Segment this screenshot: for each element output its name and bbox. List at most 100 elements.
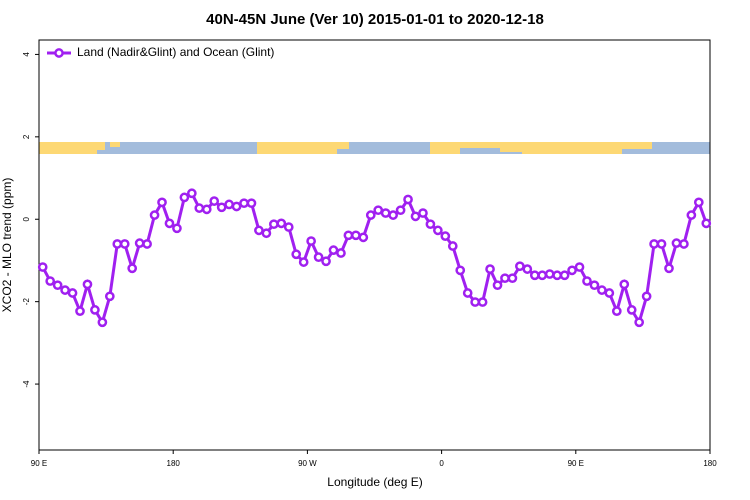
point (127, 263, 138, 274)
point (313, 252, 324, 263)
point (67, 288, 78, 298)
y-tick-label: -4 (22, 380, 31, 388)
point (611, 306, 622, 316)
point (60, 285, 70, 295)
point (500, 273, 510, 284)
point (679, 239, 689, 249)
point (671, 238, 682, 248)
point (306, 236, 316, 246)
plot-frame (38, 39, 711, 451)
point (619, 279, 630, 290)
point (45, 276, 56, 286)
point (231, 201, 242, 212)
point (559, 270, 570, 281)
legend-label: Land (Nadir&Glint) and Ocean (Glint) (77, 45, 274, 59)
point (403, 194, 413, 205)
point (567, 265, 577, 276)
point (604, 288, 615, 298)
point (455, 265, 466, 276)
y-tick-label: 4 (22, 52, 31, 57)
x-tick-label: 90 E (568, 459, 584, 468)
point (343, 230, 354, 241)
legend-marker (54, 48, 64, 58)
point (157, 197, 167, 208)
point (418, 208, 428, 218)
point (321, 256, 331, 267)
point (298, 257, 309, 267)
point (410, 211, 421, 222)
point (485, 264, 495, 274)
point (589, 280, 600, 291)
point (201, 204, 212, 215)
y-axis-label: XCO2 - MLO trend (ppm) (0, 178, 14, 313)
point (75, 306, 85, 316)
point (433, 225, 443, 236)
point (373, 205, 384, 216)
point (209, 196, 220, 206)
point (515, 261, 525, 272)
point (537, 270, 548, 281)
point (186, 188, 197, 199)
point (477, 297, 488, 307)
x-tick-label: 180 (703, 459, 717, 468)
point (269, 219, 279, 230)
point (134, 238, 145, 248)
x-tick-label: 90 E (31, 459, 47, 468)
point (358, 232, 369, 243)
point (246, 198, 257, 209)
point (395, 205, 406, 216)
chart-title: 40N-45N June (Ver 10) 2015-01-01 to 2020… (206, 11, 544, 28)
point (216, 202, 227, 213)
point (380, 208, 391, 218)
point (522, 264, 533, 274)
point (701, 218, 712, 229)
point (179, 192, 190, 203)
point (112, 239, 123, 249)
point (291, 249, 302, 260)
point (388, 210, 398, 220)
point (597, 285, 607, 295)
point (693, 197, 704, 208)
point (664, 263, 674, 274)
point (82, 279, 93, 290)
point (582, 276, 592, 286)
point (172, 223, 182, 234)
point (142, 239, 152, 249)
point (634, 317, 645, 328)
point (224, 199, 234, 210)
point (470, 297, 480, 307)
point (149, 210, 160, 220)
point (261, 228, 272, 239)
point (626, 305, 637, 315)
y-tick-label: 0 (22, 216, 31, 221)
land-ocean-band (39, 142, 710, 154)
point (119, 239, 130, 249)
point (656, 239, 667, 249)
point (164, 218, 175, 229)
point (574, 262, 585, 272)
point (462, 288, 473, 298)
x-tick-label: 90 W (298, 459, 317, 468)
point (447, 241, 458, 251)
point (544, 269, 555, 279)
point (440, 231, 451, 241)
point (239, 198, 249, 209)
point (276, 218, 287, 229)
point (283, 222, 294, 232)
point (104, 291, 115, 302)
point (686, 210, 697, 220)
point (254, 225, 264, 236)
point (425, 219, 436, 230)
point (552, 270, 563, 281)
point (37, 262, 48, 272)
x-axis-label: Longitude (deg E) (327, 475, 422, 489)
point (649, 239, 659, 249)
point (641, 291, 652, 302)
point (194, 203, 205, 213)
point (336, 248, 346, 258)
point (351, 230, 361, 241)
x-tick-label: 0 (439, 459, 444, 468)
y-tick-label: -2 (22, 298, 31, 306)
x-tick-label: 180 (167, 459, 181, 468)
